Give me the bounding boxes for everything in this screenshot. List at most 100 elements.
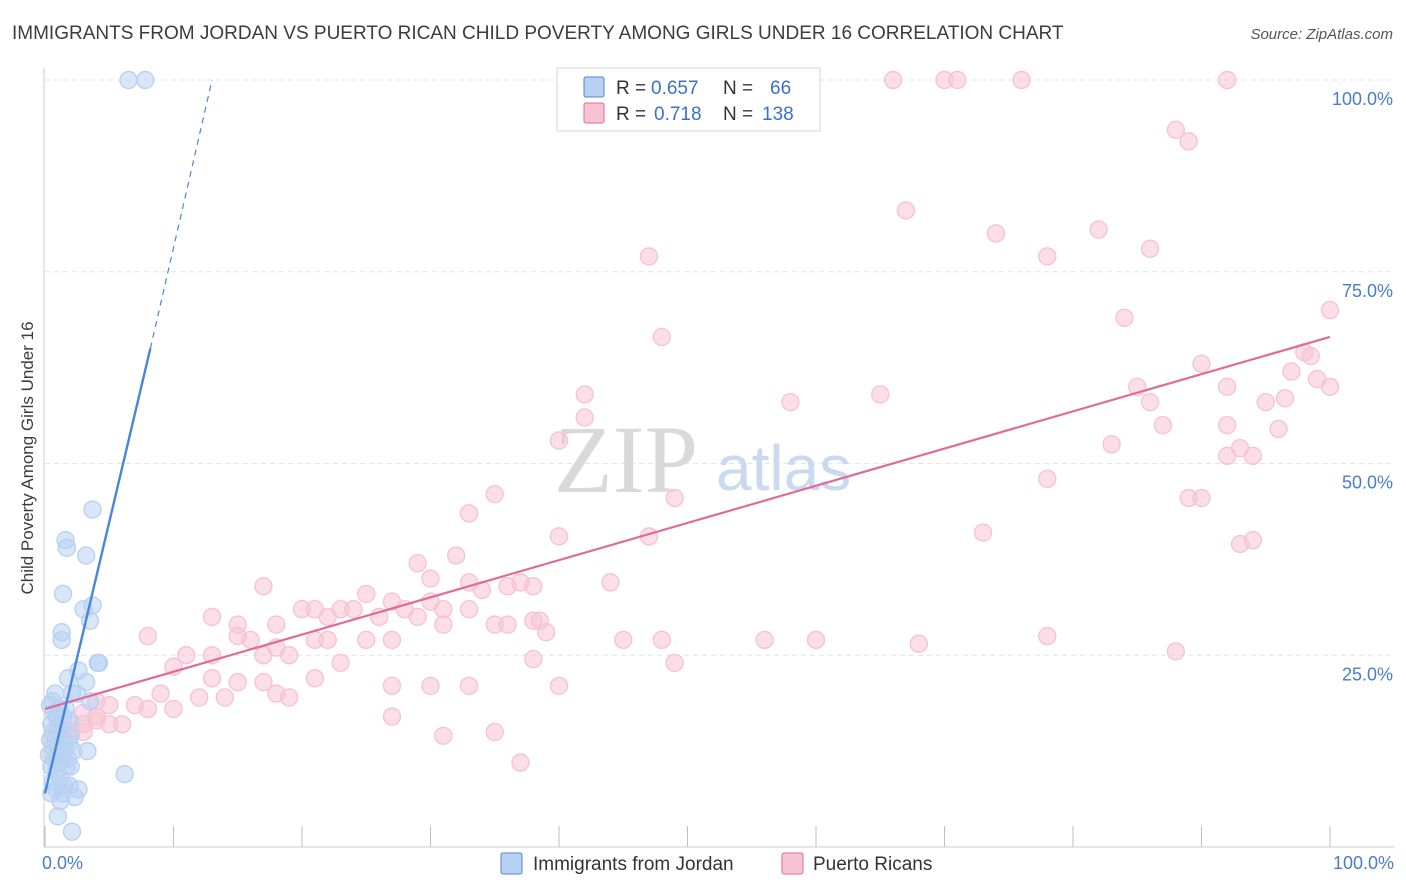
puerto-rican-point-16 <box>1115 308 1134 327</box>
series-legend-label-puerto-ricans: Puerto Ricans <box>813 854 932 875</box>
puerto-rican-point-8 <box>896 201 916 220</box>
puerto-rican-point-111 <box>421 676 440 696</box>
legend-r-label-puerto-ricans: R = <box>616 104 646 125</box>
puerto-rican-point-103 <box>524 649 543 669</box>
legend-r-value-jordan: 0.657 <box>651 78 699 99</box>
puerto-rican-point-81 <box>485 615 504 634</box>
puerto-rican-point-110 <box>382 676 402 696</box>
jordan-point-11 <box>52 630 71 650</box>
jordan-point-0 <box>119 70 138 90</box>
puerto-rican-point-15 <box>1320 300 1340 320</box>
puerto-rican-point-98 <box>177 646 196 665</box>
puerto-rican-point-100 <box>254 646 273 665</box>
jordan-point-65 <box>62 822 82 841</box>
trend-line-jordan-extension <box>149 79 213 349</box>
puerto-rican-point-30 <box>1320 377 1340 396</box>
puerto-rican-point-118 <box>279 688 299 707</box>
puerto-rican-point-96 <box>1038 626 1057 646</box>
puerto-rican-point-1 <box>883 70 903 90</box>
puerto-rican-point-6 <box>1166 120 1186 140</box>
puerto-rican-point-35 <box>1269 419 1288 439</box>
puerto-rican-point-11 <box>1140 239 1160 258</box>
legend-n-label-puerto-ricans: N = <box>723 104 753 125</box>
jordan-point-63 <box>51 791 70 811</box>
puerto-rican-point-47 <box>549 527 569 546</box>
axes <box>43 68 1395 848</box>
puerto-rican-point-61 <box>357 584 376 604</box>
puerto-rican-point-109 <box>305 669 325 688</box>
jordan-point-53 <box>115 764 134 784</box>
puerto-rican-point-72 <box>434 600 453 619</box>
puerto-rican-point-25 <box>1217 377 1237 396</box>
series-legend-label-jordan: Immigrants from Jordan <box>533 854 734 875</box>
jordan-point-6 <box>53 584 73 604</box>
puerto-rican-point-134 <box>382 707 402 726</box>
puerto-rican-point-46 <box>973 523 993 542</box>
puerto-rican-point-41 <box>485 484 504 504</box>
puerto-rican-point-114 <box>151 684 170 703</box>
y-tick-label-2: 75.0% <box>1342 281 1393 301</box>
puerto-rican-point-14 <box>652 327 671 347</box>
puerto-rican-point-50 <box>1243 531 1263 550</box>
trend-lines <box>43 79 1331 794</box>
series-legend-swatch-puerto-ricans <box>781 852 804 875</box>
legend-swatch-jordan <box>583 76 605 98</box>
y-tick-label-0: 25.0% <box>1342 664 1393 684</box>
puerto-rican-point-89 <box>357 630 376 650</box>
puerto-rican-point-123 <box>164 699 183 719</box>
x-tick-label-max: 100.0% <box>1333 853 1394 873</box>
puerto-rican-point-7 <box>1179 132 1198 151</box>
puerto-rican-point-33 <box>1102 435 1121 454</box>
puerto-rican-point-12 <box>1038 247 1057 266</box>
legend-n-label-jordan: N = <box>723 78 753 99</box>
puerto-rican-point-108 <box>254 672 273 692</box>
trend-line-puerto-ricans <box>44 335 1331 710</box>
jordan-point-42 <box>78 741 97 761</box>
puerto-rican-point-93 <box>755 630 774 650</box>
puerto-rican-point-116 <box>215 688 235 707</box>
puerto-rican-point-24 <box>871 385 890 404</box>
watermark: ZIP atlas <box>554 406 851 513</box>
x-tick-label-min: 0.0% <box>42 853 83 873</box>
jordan-point-1 <box>136 70 155 90</box>
jordan-point-5 <box>76 546 96 565</box>
puerto-rican-point-73 <box>459 600 479 619</box>
gridlines <box>45 79 1395 656</box>
puerto-rican-point-29 <box>1275 389 1295 408</box>
trend-line-jordan <box>43 348 152 794</box>
puerto-rican-point-34 <box>1217 415 1237 435</box>
puerto-rican-point-137 <box>511 753 530 772</box>
watermark-atlas: atlas <box>716 432 851 504</box>
puerto-rican-point-104 <box>665 653 684 673</box>
puerto-rican-point-27 <box>1140 392 1160 412</box>
series-legend-swatch-jordan <box>500 852 523 875</box>
puerto-rican-point-113 <box>549 676 569 696</box>
y-tick-label-1: 50.0% <box>1342 473 1393 493</box>
puerto-rican-point-60 <box>254 577 273 596</box>
puerto-rican-point-90 <box>382 630 402 650</box>
puerto-rican-point-56 <box>601 573 620 592</box>
puerto-rican-point-10 <box>1089 220 1108 239</box>
jordan-point-2 <box>83 500 102 519</box>
jordan-point-13 <box>89 653 109 673</box>
legend-n-value-puerto-ricans: 138 <box>762 104 794 125</box>
puerto-rican-point-4 <box>1012 70 1031 90</box>
puerto-rican-point-107 <box>228 672 247 692</box>
jordan-point-4 <box>57 538 77 558</box>
puerto-rican-point-97 <box>1166 642 1186 661</box>
puerto-rican-point-44 <box>1192 488 1211 508</box>
puerto-rican-point-88 <box>318 630 337 650</box>
y-tick-label-3: 100.0% <box>1332 89 1393 109</box>
puerto-rican-point-40 <box>1038 469 1057 489</box>
puerto-rican-point-51 <box>447 546 466 565</box>
puerto-rican-point-9 <box>986 224 1006 243</box>
puerto-rican-point-94 <box>806 630 826 650</box>
puerto-rican-point-19 <box>1282 362 1301 381</box>
puerto-rican-point-28 <box>1256 392 1275 412</box>
jordan-point-64 <box>48 807 68 826</box>
legend-r-label-jordan: R = <box>616 78 646 99</box>
puerto-rican-point-101 <box>279 646 299 665</box>
puerto-rican-point-120 <box>100 695 119 715</box>
puerto-rican-point-20 <box>1192 354 1211 373</box>
